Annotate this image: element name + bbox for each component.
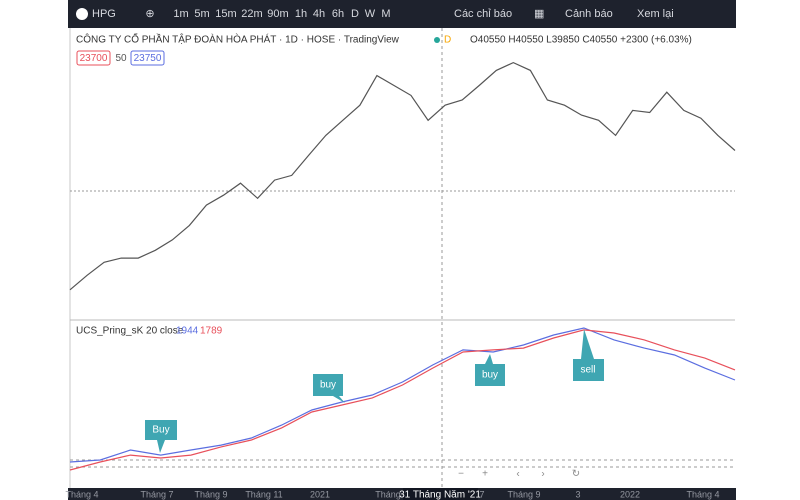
interval[interactable]: 6h <box>332 8 344 20</box>
bid: 23700 <box>80 53 108 64</box>
x-tick-label: Tháng 9 <box>507 489 540 499</box>
callout <box>313 374 345 403</box>
ohlc: O40550 H40550 L39850 C40550 +2300 (+6.03… <box>470 35 692 46</box>
callout-label: sell <box>580 365 595 376</box>
x-axis: Tháng 4 Tháng 7 Tháng 9 Tháng 11 2021 Tháng 7 T… <box>65 489 719 499</box>
interval[interactable]: 5m <box>194 8 209 20</box>
indicators-button[interactable]: Các chỉ báo <box>454 8 512 20</box>
interval[interactable]: M <box>381 8 390 20</box>
interval[interactable]: 90m <box>267 8 288 20</box>
x-tick-label: 3 <box>575 489 580 499</box>
indicator-value: 1789 <box>200 326 223 337</box>
interval[interactable]: 15m <box>215 8 236 20</box>
status: D <box>444 35 451 46</box>
interval[interactable]: 1m <box>173 8 188 20</box>
scroll-left[interactable]: ‹ <box>516 469 519 480</box>
x-tick-label: Tháng <box>375 489 401 499</box>
time-axis <box>68 488 736 500</box>
callout-label: buy <box>482 370 498 381</box>
series-line <box>69 327 736 463</box>
callout <box>145 420 177 453</box>
crosshair-label-box <box>403 488 478 500</box>
alerts-button[interactable]: Cảnh báo <box>565 8 613 20</box>
x-tick-label: Tháng 4 <box>65 489 98 499</box>
series-line <box>69 329 736 471</box>
callout <box>573 329 604 381</box>
indicator-title: UCS_Pring_sK 20 close <box>76 326 184 337</box>
series-line <box>69 61 736 291</box>
intervals: 1m 5m 15m 22m 90m 1h 4h 6h D W M <box>173 8 390 20</box>
x-tick-label: Tháng 11 <box>245 489 282 499</box>
ask-box <box>130 50 165 66</box>
zoom-in[interactable]: + <box>482 469 488 480</box>
symbol[interactable]: HPG <box>92 8 116 20</box>
interval[interactable]: W <box>365 8 376 20</box>
callout-label: buy <box>320 380 336 391</box>
x-tick-label: 2022 <box>620 489 640 499</box>
toolbar <box>68 0 736 28</box>
interval[interactable]: 22m <box>241 8 262 20</box>
interval[interactable]: D <box>351 8 359 20</box>
ask: 23750 <box>134 53 162 64</box>
callouts: Buy buy buy sell <box>145 329 604 453</box>
add-button[interactable]: ⊕ <box>145 8 154 20</box>
x-tick-label: Tháng 9 <box>194 489 227 499</box>
indicator-value: 1944 <box>176 326 199 337</box>
callout <box>475 354 505 386</box>
x-tick-label: 2021 <box>310 489 330 499</box>
zoom-controls: − + ‹ › ↻ <box>458 469 580 480</box>
x-tick-label: Tháng 7 <box>140 489 173 499</box>
chart-title: CÔNG TY CỔ PHẦN TẬP ĐOÀN HÒA PHÁT · 1D ·… <box>76 33 400 46</box>
symbol-icon <box>76 8 88 20</box>
x-tick-label: 7 <box>479 489 484 499</box>
x-tick-label: Tháng 4 <box>686 489 719 499</box>
plots <box>69 61 736 471</box>
interval[interactable]: 1h <box>295 8 307 20</box>
callout-label: Buy <box>152 425 169 436</box>
replay-button[interactable]: Xem lại <box>637 8 674 20</box>
spread: 50 <box>115 53 127 64</box>
interval[interactable]: 4h <box>313 8 325 20</box>
layout-button[interactable]: ▦ <box>534 8 544 20</box>
scroll-right[interactable]: › <box>541 469 544 480</box>
reset[interactable]: ↻ <box>572 469 580 480</box>
bid-box <box>76 50 111 66</box>
status-dot <box>434 37 440 43</box>
crosshair-label: 31 Tháng Năm '21 <box>399 490 481 500</box>
zoom-out[interactable]: − <box>458 469 464 480</box>
